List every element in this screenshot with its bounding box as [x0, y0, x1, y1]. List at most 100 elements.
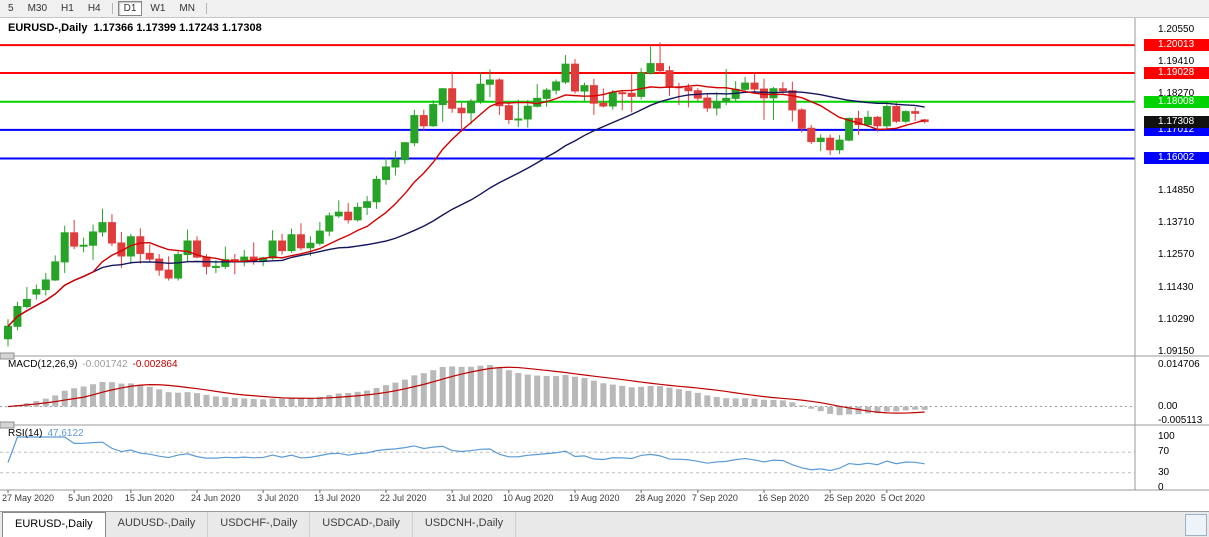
macd-histogram-bar: [562, 375, 569, 407]
macd-name: MACD(12,26,9): [8, 359, 78, 370]
candle-body: [22, 298, 31, 308]
candle-body: [211, 265, 220, 268]
candle-body: [552, 81, 561, 91]
chart-tab-usdcnh-daily[interactable]: USDCNH-,Daily: [413, 512, 517, 537]
rsi-current-value: 47.6122: [47, 428, 84, 439]
candle-body: [107, 222, 116, 244]
rsi-name: RSI(14): [8, 428, 43, 439]
candle-body: [410, 115, 419, 144]
macd-main-value: -0.001742: [82, 359, 128, 370]
macd-histogram-bar: [354, 391, 361, 407]
macd-histogram-bar: [392, 382, 399, 407]
macd-histogram-bar: [723, 398, 730, 407]
macd-histogram-bar: [855, 406, 862, 415]
macd-histogram-bar: [212, 396, 219, 407]
candle-body: [911, 111, 920, 114]
candle-body: [845, 117, 854, 141]
macd-histogram-bar: [827, 406, 834, 414]
timeframe-button-5[interactable]: 5: [8, 3, 14, 14]
macd-histogram-bar: [184, 392, 191, 407]
macd-histogram-bar: [127, 383, 134, 407]
candle-body: [637, 72, 646, 97]
timeframe-button-h1[interactable]: H1: [61, 3, 74, 14]
chart-tab-usdchf-daily[interactable]: USDCHF-,Daily: [208, 512, 311, 537]
macd-histogram-bar: [439, 366, 446, 407]
candle-body: [646, 63, 655, 74]
candle-body: [70, 232, 79, 247]
candle-body: [495, 79, 504, 107]
ma-fast-line: [7, 84, 925, 327]
chart-tabbar: EURUSD-,Daily AUDUSD-,Daily USDCHF-,Daily U…: [0, 511, 1209, 537]
candle-body: [334, 211, 343, 217]
macd-histogram-bar: [279, 398, 286, 407]
macd-histogram-bar: [902, 406, 909, 411]
macd-histogram-bar: [836, 406, 843, 416]
candle-body: [419, 115, 428, 127]
timeframe-button-d1[interactable]: D1: [117, 1, 143, 16]
macd-histogram-bar: [373, 387, 380, 407]
candle-body: [174, 254, 183, 279]
macd-histogram-bar: [260, 399, 267, 407]
macd-histogram-bar: [307, 397, 314, 407]
chart-tab-usdcad-daily[interactable]: USDCAD-,Daily: [310, 512, 413, 537]
macd-histogram-bar: [222, 397, 229, 407]
chart-title: EURUSD-,Daily 1.17366 1.17399 1.17243 1.1…: [8, 22, 268, 34]
macd-histogram-bar: [165, 392, 172, 407]
macd-histogram-bar: [118, 383, 125, 407]
macd-histogram-bar: [534, 375, 541, 407]
macd-histogram-bar: [751, 398, 758, 407]
candle-body: [750, 82, 759, 90]
macd-histogram-bar: [61, 390, 68, 407]
candle-body: [400, 142, 409, 161]
macd-histogram-bar: [779, 400, 786, 407]
macd-histogram-bar: [420, 373, 427, 407]
timeframe-button-w1[interactable]: W1: [150, 3, 166, 14]
candle-body: [618, 92, 627, 95]
macd-histogram-bar: [874, 406, 881, 414]
timeframe-button-h4[interactable]: H4: [87, 3, 101, 14]
timeframe-button-m30[interactable]: M30: [27, 3, 48, 14]
macd-histogram-bar: [666, 387, 673, 407]
candle-body: [807, 127, 816, 143]
macd-histogram-bar: [203, 394, 210, 407]
candle-body: [79, 244, 88, 247]
candle-body: [741, 82, 750, 90]
chart-tab-eurusd-daily[interactable]: EURUSD-,Daily: [2, 512, 106, 537]
macd-histogram-bar: [817, 406, 824, 412]
macd-histogram-bar: [383, 385, 389, 407]
candle-body: [89, 231, 98, 246]
panel-splitter-handle[interactable]: [0, 421, 15, 429]
candle-body: [136, 236, 145, 254]
candle-body: [296, 234, 305, 249]
candle-body: [391, 159, 400, 168]
tabbar-scroll-corner[interactable]: [1185, 514, 1207, 536]
candle-body: [712, 100, 721, 109]
panel-splitter-handle[interactable]: [0, 352, 15, 360]
candle-body: [816, 137, 825, 143]
macd-histogram-bar: [146, 386, 153, 407]
candle-body: [41, 279, 50, 291]
macd-histogram-bar: [675, 389, 682, 407]
candle-body: [315, 230, 324, 244]
candle-body: [363, 201, 372, 208]
macd-histogram-bar: [335, 393, 342, 407]
candle-body: [826, 137, 835, 151]
candle-body: [835, 139, 844, 151]
toolbar-separator: [111, 3, 113, 14]
chart-tab-audusd-daily[interactable]: AUDUSD-,Daily: [106, 512, 209, 537]
candle-body: [665, 70, 674, 88]
candle-body: [287, 234, 296, 252]
chart-ohlc-values: 1.17366 1.17399 1.17243 1.17308: [93, 22, 262, 34]
timeframe-button-mn[interactable]: MN: [179, 3, 195, 14]
candle-body: [514, 118, 523, 121]
candle-body: [580, 85, 589, 92]
macd-histogram-bar: [71, 388, 78, 407]
toolbar-separator: [205, 3, 207, 14]
macd-histogram-bar: [505, 370, 512, 407]
candle-body: [98, 222, 107, 233]
macd-indicator-label: MACD(12,26,9) -0.001742 -0.002864: [8, 359, 183, 370]
macd-histogram-bar: [241, 398, 248, 407]
candle-body: [892, 106, 901, 122]
